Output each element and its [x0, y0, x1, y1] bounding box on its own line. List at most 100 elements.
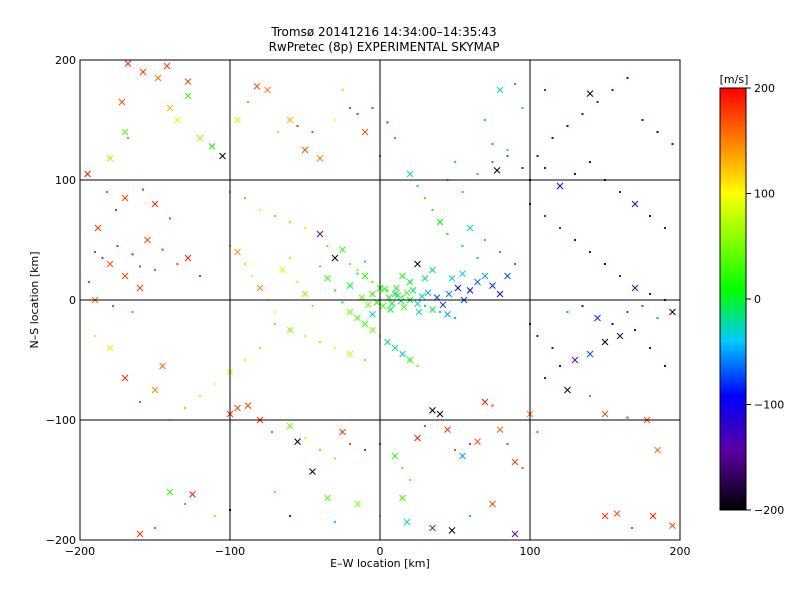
chart-subtitle: RwPretec (8p) EXPERIMENTAL SKYMAP	[269, 40, 500, 54]
data-point-cross	[121, 194, 129, 202]
data-point-dot	[259, 347, 261, 349]
y-tick-label: 200	[55, 54, 76, 67]
data-point-dot	[142, 188, 144, 191]
data-point-dot	[431, 209, 434, 211]
data-point-dot	[514, 83, 516, 85]
data-point-dot	[424, 305, 426, 307]
data-point-cross	[184, 92, 192, 100]
data-point-cross	[556, 182, 564, 190]
data-point-cross	[346, 350, 354, 358]
y-axis-ticks: −200 −100 0 100 200	[46, 54, 76, 547]
data-point-dot	[476, 257, 479, 259]
data-point-dot	[491, 143, 494, 145]
data-point-cross	[399, 494, 406, 502]
colorbar	[719, 87, 747, 511]
data-point-dot	[334, 289, 336, 292]
data-point-dot	[304, 437, 306, 439]
data-point-dot	[161, 248, 164, 251]
data-point-dot	[461, 191, 464, 193]
data-point-dot	[484, 119, 486, 121]
data-point-cross	[339, 246, 346, 253]
data-point-cross	[489, 282, 496, 289]
data-point-dot	[334, 457, 336, 460]
data-point-cross	[414, 434, 421, 442]
data-point-cross	[369, 326, 376, 334]
data-point-dot	[596, 101, 599, 103]
data-point-dot	[356, 272, 359, 275]
data-point-cross	[444, 311, 451, 318]
data-point-cross	[364, 301, 372, 309]
data-point-dot	[536, 335, 539, 337]
data-point-cross	[346, 308, 354, 316]
data-point-dot	[296, 281, 299, 283]
data-point-cross	[669, 522, 676, 529]
data-point-cross	[121, 272, 129, 280]
y-tick-label: 0	[69, 294, 76, 307]
data-point-dot	[271, 431, 273, 433]
data-point-cross	[354, 500, 361, 508]
data-point-dot	[304, 227, 306, 229]
data-point-cross	[406, 170, 414, 178]
colorbar-tick-label: −200	[754, 504, 784, 517]
data-point-cross	[601, 410, 609, 418]
data-point-dot	[319, 265, 321, 268]
data-point-dot	[311, 131, 314, 133]
data-point-dot	[247, 101, 249, 103]
data-point-cross	[586, 350, 594, 358]
data-point-dot	[401, 295, 404, 298]
data-point-dot	[416, 185, 419, 187]
data-point-dot	[371, 281, 374, 283]
data-point-dot	[154, 269, 156, 271]
data-point-dot	[304, 335, 306, 337]
data-point-dot	[416, 365, 419, 367]
data-point-cross	[286, 422, 294, 430]
data-point-cross	[346, 282, 354, 289]
data-point-cross	[459, 270, 466, 277]
data-point-cross	[496, 426, 504, 433]
data-point-cross	[496, 290, 504, 298]
data-point-dot	[491, 161, 494, 163]
data-point-cross	[219, 152, 226, 160]
data-point-cross	[208, 143, 216, 150]
data-point-dot	[274, 323, 276, 325]
data-point-dot	[386, 121, 389, 124]
data-point-cross	[429, 407, 436, 414]
data-point-dot	[611, 323, 614, 325]
data-point-cross	[448, 275, 456, 282]
data-point-cross	[421, 275, 429, 282]
x-axis-ticks: −200 −100 0 100 200	[65, 545, 691, 558]
colorbar-tick-label: 0	[754, 293, 761, 306]
data-point-dot	[631, 527, 633, 529]
data-point-dot	[274, 311, 276, 313]
x-tick-label: 200	[670, 545, 691, 558]
data-point-cross	[444, 426, 451, 433]
data-point-dot	[112, 305, 114, 307]
data-point-dot	[506, 149, 509, 151]
data-point-cross	[424, 289, 432, 297]
data-point-dot	[334, 347, 336, 349]
data-point-dot	[277, 131, 279, 133]
data-point-cross	[616, 332, 624, 340]
data-point-cross	[418, 293, 426, 300]
data-point-cross	[414, 300, 421, 307]
data-point-cross	[94, 224, 102, 232]
data-point-cross	[429, 306, 436, 313]
data-point-cross	[264, 86, 271, 94]
data-point-dot	[656, 317, 659, 319]
data-point-dot	[551, 137, 554, 139]
data-point-cross	[406, 356, 414, 364]
data-point-dot	[619, 191, 621, 193]
data-point-dot	[289, 257, 291, 259]
data-point-dot	[476, 173, 479, 175]
data-point-cross	[631, 284, 639, 292]
data-point-cross	[403, 518, 411, 526]
data-point-dot	[536, 431, 539, 433]
x-tick-label: −100	[215, 545, 245, 558]
data-point-cross	[403, 289, 411, 297]
data-point-cross	[361, 128, 369, 136]
data-point-dot	[139, 265, 141, 268]
y-tick-label: 100	[55, 174, 76, 187]
data-point-cross	[301, 146, 309, 154]
data-point-dot	[604, 263, 606, 265]
data-point-dot	[581, 113, 584, 115]
